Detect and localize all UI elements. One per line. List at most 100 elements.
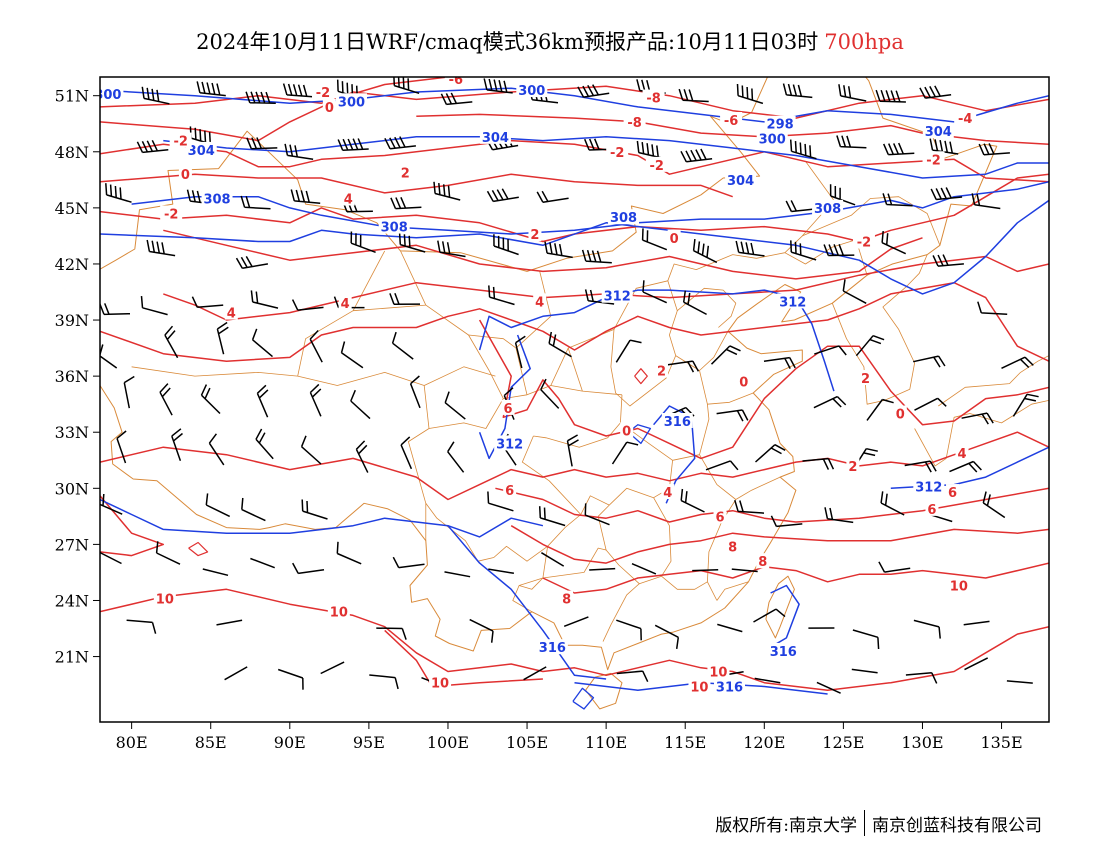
wind-barb	[140, 296, 168, 316]
wind-barb	[563, 616, 589, 627]
province-border	[518, 547, 607, 586]
wind-barb	[398, 232, 426, 253]
temperature-contour-label-bg	[429, 674, 452, 690]
temperature-contour-label: -2	[926, 153, 940, 168]
height-contour-label-bg	[516, 82, 548, 98]
wind-barb	[100, 303, 131, 316]
height-contour-label-bg	[335, 93, 367, 109]
wind-barb	[838, 84, 867, 102]
temperature-contour-label-bg	[178, 166, 192, 182]
wind-barb	[680, 148, 713, 163]
wind-barb	[202, 568, 229, 577]
wind-barb	[616, 670, 649, 683]
wind-barb	[337, 138, 369, 152]
wind-barb	[390, 197, 422, 210]
temperature-contour-label-bg	[925, 500, 939, 516]
temperature-contour-label-bg	[737, 373, 751, 389]
height-contour-label-bg	[812, 199, 844, 215]
wind-barb	[514, 335, 526, 369]
wind-barb	[336, 541, 362, 565]
wind-barb	[136, 139, 169, 154]
wind-barb	[469, 618, 494, 643]
wind-barb	[682, 290, 707, 316]
temperature-contour-label: 2	[401, 166, 410, 181]
temperature-contour-label-bg	[893, 405, 907, 421]
temperature-contour-label-bg	[444, 77, 467, 86]
province-border	[131, 366, 496, 386]
temperature-contour-label: 8	[758, 555, 767, 570]
temperature-contour-label: 0	[670, 232, 679, 247]
province-border	[297, 250, 386, 377]
height-contour-label: 316	[539, 641, 566, 656]
wind-barb	[123, 375, 135, 409]
y-tick-label: 30N	[55, 479, 89, 498]
temperature-contour-label-bg	[224, 304, 238, 320]
wind-barb	[836, 135, 867, 149]
temperature-contour-label: 4	[344, 193, 353, 208]
temperature-contour-label-bg	[341, 190, 355, 206]
temperature-contour-label-bg	[859, 370, 873, 385]
wind-barb	[1006, 680, 1033, 684]
latitude-axis: 51N 48N 45N 42N 39N 36N 33N 30N 27N 24N 21N	[55, 87, 100, 667]
temperature-contour-label: -2	[173, 135, 187, 150]
temperature-contour-label-bg	[707, 663, 730, 679]
temperature-contour-label-bg	[169, 132, 192, 148]
wind-barb	[680, 488, 705, 513]
wind-barb	[146, 239, 176, 257]
wind-barb	[245, 91, 276, 105]
temperature-contour-line	[384, 629, 543, 688]
height-contour-label-bg	[479, 128, 511, 144]
height-contour-label: 308	[814, 202, 841, 217]
temperature-contour-label: 6	[927, 503, 936, 518]
wind-barb	[878, 561, 911, 573]
wind-barb	[224, 666, 248, 681]
height-contour-label: 300	[518, 84, 545, 99]
y-tick-label: 36N	[55, 367, 89, 386]
wind-barb	[116, 430, 127, 464]
wind-barb	[710, 345, 741, 365]
wind-barb	[977, 301, 1008, 315]
province-border	[425, 435, 582, 562]
wind-barb	[875, 89, 906, 103]
wind-barb	[855, 334, 885, 357]
x-tick-label: 80E	[116, 733, 148, 752]
province-border	[353, 304, 426, 312]
temperature-contour-label-bg	[503, 482, 517, 498]
wind-barb	[816, 681, 841, 694]
province-border	[661, 575, 708, 590]
temperature-contour-label: 8	[728, 540, 737, 555]
wind-barb	[320, 661, 345, 675]
x-tick-label: 130E	[901, 733, 943, 752]
height-contour-label-bg	[756, 130, 788, 146]
height-contour-label-bg	[100, 85, 124, 101]
height-contour-label-bg	[661, 413, 693, 428]
wind-barb	[391, 331, 414, 360]
province-border	[620, 404, 710, 461]
temperature-contour-label: -6	[449, 73, 463, 88]
temperature-contour-label-bg	[620, 422, 634, 438]
height-contour-label-bg	[536, 639, 568, 655]
wind-barb	[692, 239, 718, 264]
wind-barb	[692, 568, 719, 572]
wind-barb	[636, 140, 665, 160]
temperature-contour-label: -2	[857, 236, 871, 251]
wind-barb	[866, 398, 894, 421]
temperature-contour-label-bg	[153, 590, 176, 606]
wind-barb	[736, 83, 764, 105]
temperature-contour-line	[542, 562, 1049, 594]
wind-barb	[1012, 393, 1039, 417]
province-border	[699, 370, 754, 405]
temperature-contour-line	[478, 319, 1049, 460]
temperature-contour-label: 2	[657, 365, 666, 380]
wind-barb	[164, 325, 179, 359]
temperature-contour-line	[163, 229, 923, 280]
province-border	[533, 394, 623, 448]
temperature-contour-label-bg	[501, 399, 515, 415]
height-contour-label: 304	[925, 125, 952, 140]
province-borders	[100, 77, 1049, 710]
wind-barb	[488, 285, 515, 306]
wind-barb	[159, 383, 173, 416]
wind-barb	[444, 391, 466, 420]
